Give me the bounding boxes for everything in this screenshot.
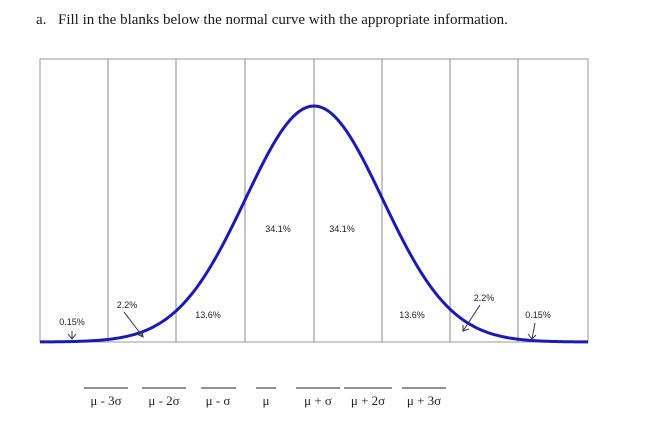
sigma-dividers: [107, 59, 519, 342]
blank-label-1: μ - 3σ: [90, 393, 121, 408]
blank-label-2: μ - 2σ: [148, 393, 179, 408]
question-text: a. Fill in the blanks below the normal cu…: [36, 12, 508, 29]
label-tail-left: 2.2%: [117, 300, 138, 310]
label-mid-left: 13.6%: [195, 310, 221, 320]
arrow-far-left: [67, 331, 77, 340]
label-far-right: 0.15%: [525, 310, 551, 320]
pointer-arrows: [67, 304, 537, 340]
label-tail-right: 2.2%: [474, 293, 495, 303]
blank-label-7: μ + 3σ: [407, 393, 441, 408]
question-letter: a.: [36, 12, 47, 28]
label-far-left: 0.15%: [59, 317, 85, 327]
normal-curve: [39, 104, 589, 344]
arrow-tail-right: [462, 304, 481, 332]
question-prompt: Fill in the blanks below the normal curv…: [58, 12, 508, 28]
arrow-far-right: [527, 322, 537, 340]
label-center-right: 34.1%: [329, 224, 355, 234]
blank-label-5: μ + σ: [304, 393, 332, 408]
blank-label-4: μ: [263, 393, 270, 408]
answer-blanks: μ - 3σ μ - 2σ μ - σ μ μ + σ μ + 2σ μ + 3…: [84, 387, 446, 408]
blank-label-6: μ + 2σ: [351, 393, 385, 408]
arrow-tail-left: [123, 311, 144, 338]
label-center-left: 34.1%: [265, 224, 291, 234]
blank-label-3: μ - σ: [206, 393, 231, 408]
label-mid-right: 13.6%: [399, 310, 425, 320]
